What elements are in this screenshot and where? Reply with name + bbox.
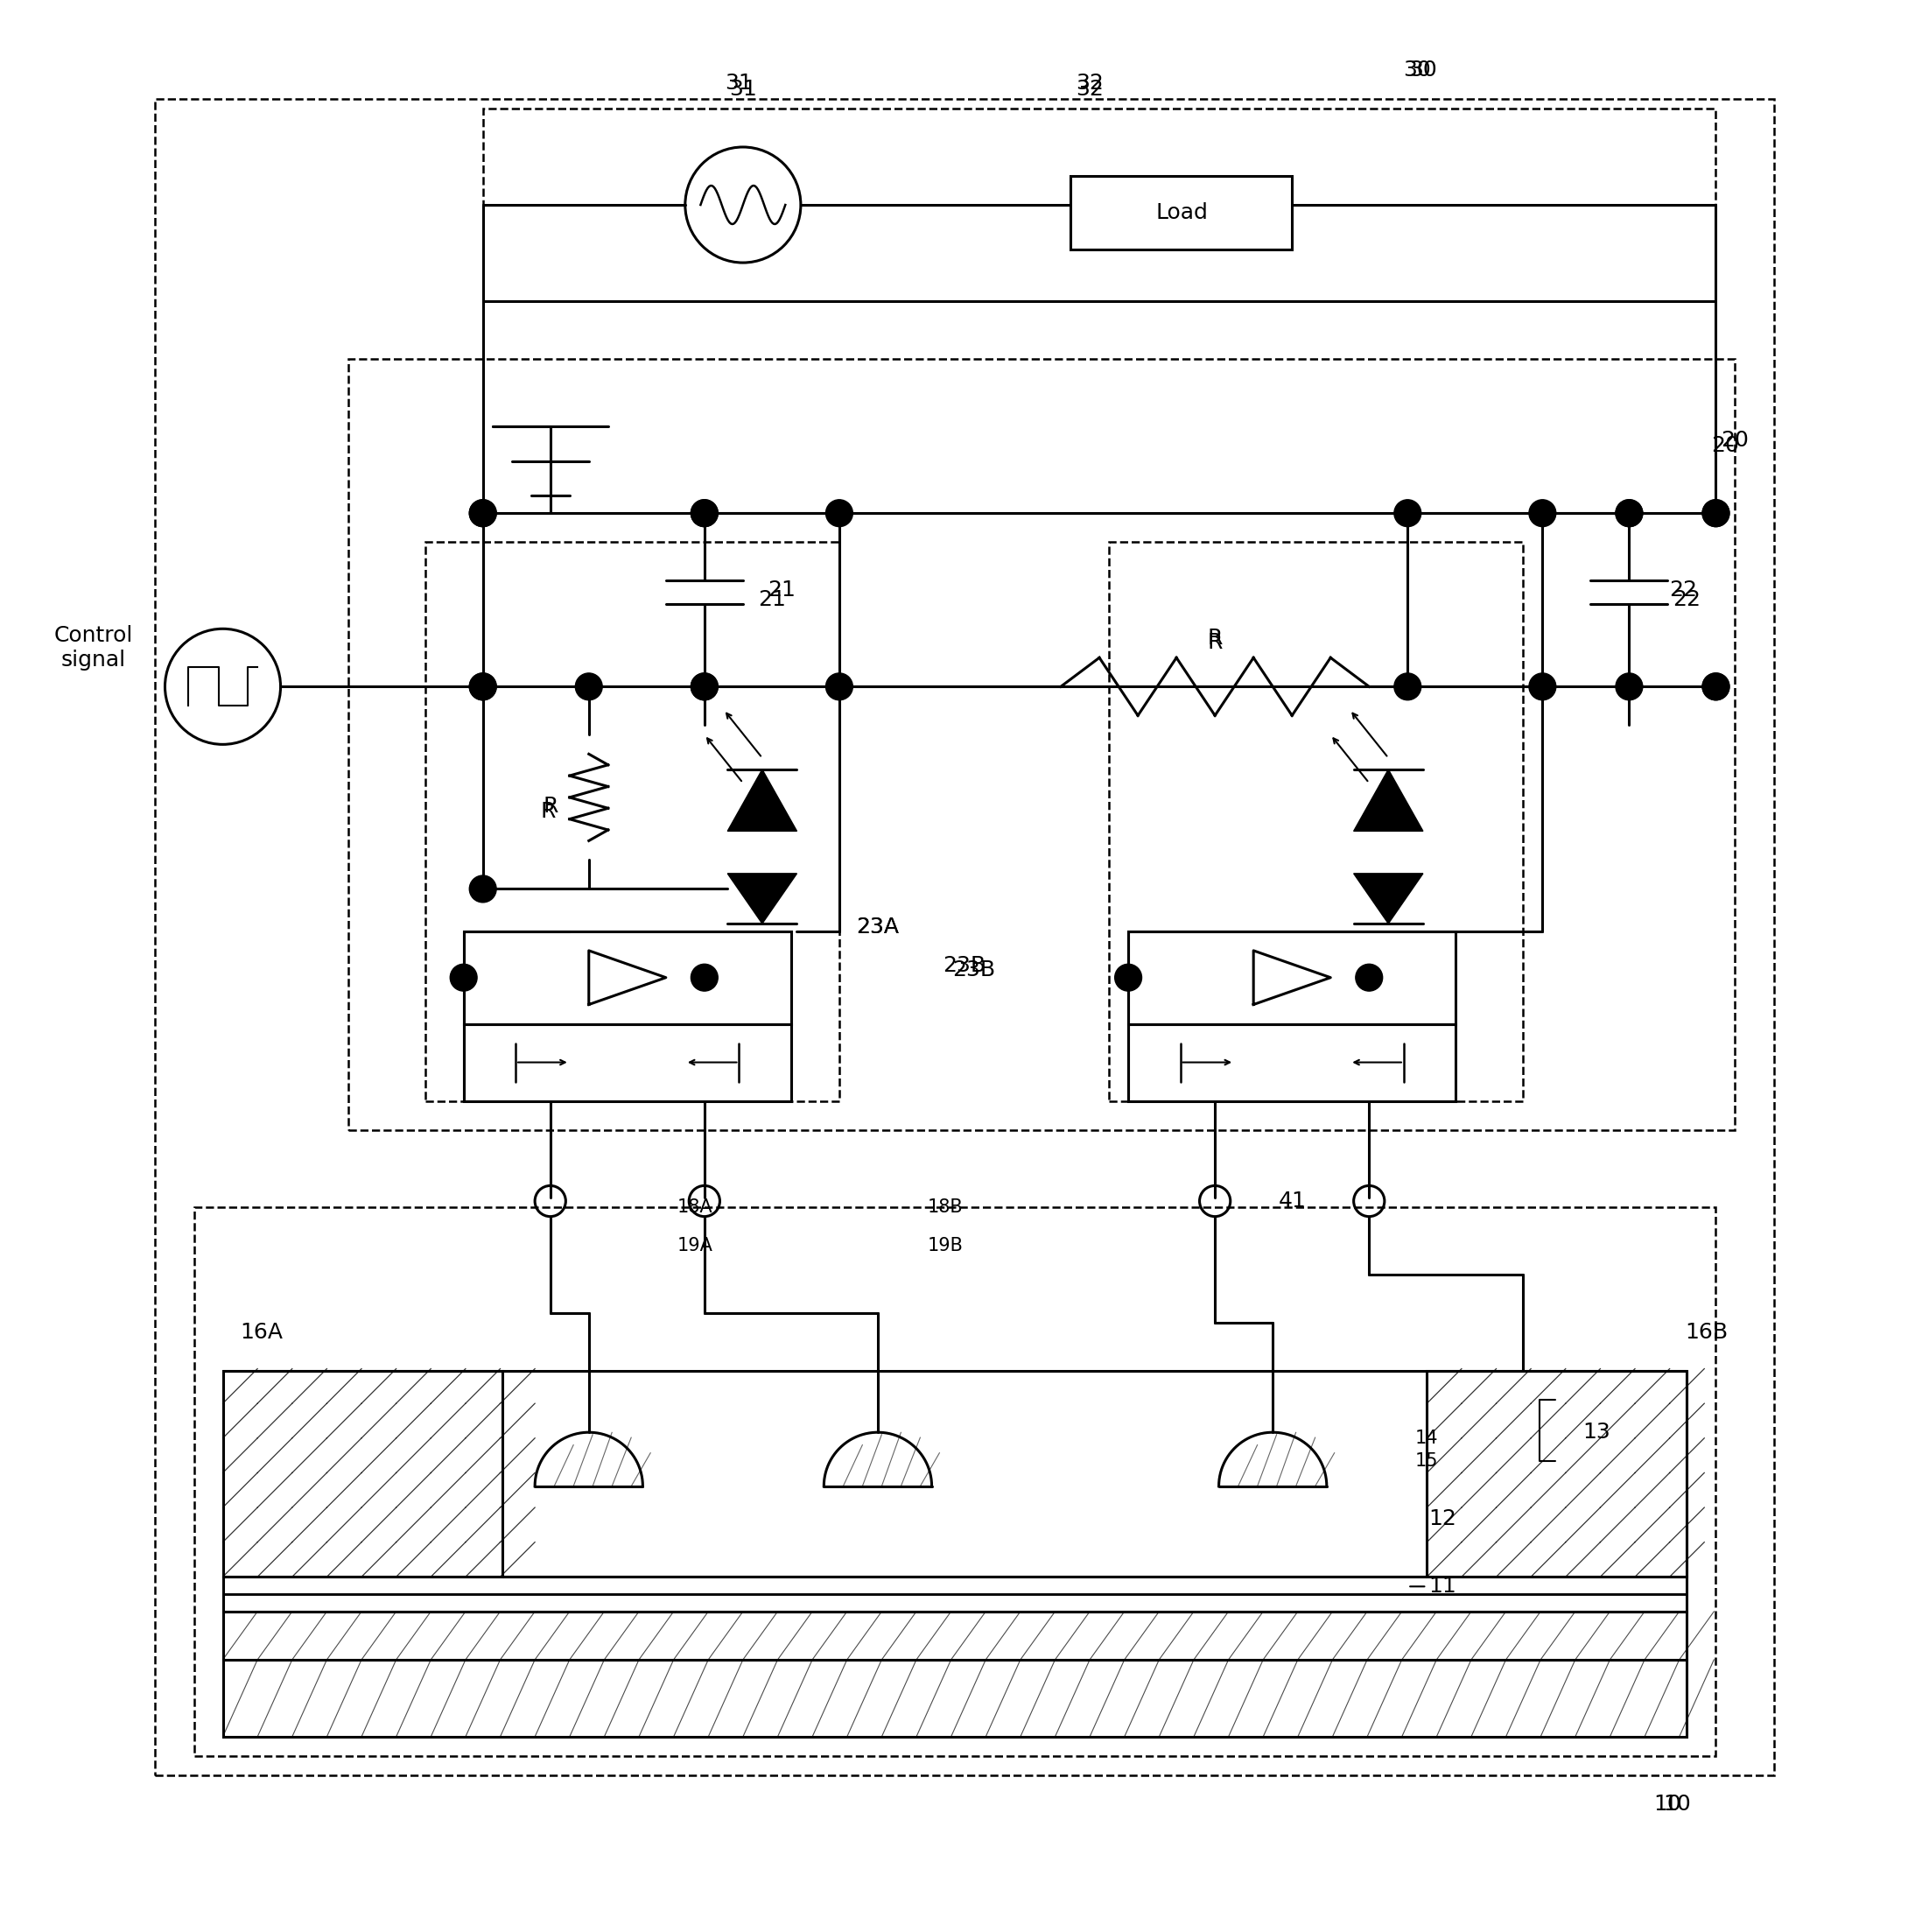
Polygon shape	[1354, 769, 1424, 831]
Text: 21: 21	[768, 580, 795, 601]
Circle shape	[691, 964, 718, 991]
Circle shape	[1617, 500, 1644, 527]
Text: R: R	[1208, 632, 1223, 653]
Text: Control
signal: Control signal	[54, 626, 133, 670]
Circle shape	[469, 875, 496, 902]
Text: 16A: 16A	[239, 1321, 284, 1343]
Text: 18A: 18A	[677, 1198, 712, 1215]
Text: 30: 30	[1404, 60, 1431, 81]
Bar	[222, 1577, 1688, 1611]
Text: Load: Load	[1155, 203, 1208, 222]
Polygon shape	[1354, 873, 1424, 923]
Text: 23A: 23A	[856, 918, 899, 937]
Text: 10: 10	[1663, 1793, 1692, 1814]
Text: 13: 13	[1582, 1422, 1611, 1443]
Text: 41: 41	[1279, 1190, 1306, 1211]
Circle shape	[1115, 964, 1142, 991]
Text: 19A: 19A	[677, 1236, 712, 1254]
Circle shape	[1703, 672, 1728, 699]
Text: 22: 22	[1669, 580, 1698, 601]
Bar	[222, 1594, 1688, 1611]
Circle shape	[826, 672, 853, 699]
Bar	[222, 1611, 1688, 1660]
Text: 21: 21	[758, 589, 785, 611]
Circle shape	[691, 500, 718, 527]
Text: R: R	[540, 802, 556, 823]
Circle shape	[469, 500, 496, 527]
Circle shape	[1617, 672, 1644, 699]
Circle shape	[469, 672, 496, 699]
Circle shape	[469, 500, 496, 527]
Circle shape	[1703, 672, 1728, 699]
Circle shape	[1703, 500, 1728, 527]
Circle shape	[449, 964, 476, 991]
Bar	[222, 1577, 1688, 1594]
Circle shape	[575, 672, 602, 699]
Text: 18B: 18B	[928, 1198, 963, 1215]
Text: 12: 12	[1427, 1509, 1456, 1530]
Text: 20: 20	[1711, 435, 1740, 456]
Text: 16B: 16B	[1684, 1321, 1728, 1343]
Text: 11: 11	[1427, 1577, 1456, 1598]
Text: 22: 22	[1672, 589, 1701, 611]
Text: 32: 32	[1076, 79, 1103, 100]
Circle shape	[1530, 500, 1557, 527]
Circle shape	[826, 500, 853, 527]
Bar	[222, 1370, 502, 1577]
Text: R: R	[1208, 628, 1223, 649]
Circle shape	[1530, 672, 1557, 699]
Text: 15: 15	[1416, 1453, 1439, 1470]
Polygon shape	[727, 873, 797, 923]
Text: 23B: 23B	[953, 960, 995, 980]
Circle shape	[1356, 964, 1383, 991]
Circle shape	[1395, 672, 1422, 699]
Circle shape	[691, 672, 718, 699]
Circle shape	[691, 500, 718, 527]
Circle shape	[691, 672, 718, 699]
Circle shape	[1395, 500, 1422, 527]
Text: 14: 14	[1416, 1430, 1439, 1447]
Text: 23A: 23A	[856, 918, 899, 937]
Text: 31: 31	[729, 79, 756, 100]
Circle shape	[1617, 500, 1644, 527]
Polygon shape	[727, 769, 797, 831]
Text: R: R	[542, 796, 557, 817]
Text: 32: 32	[1076, 73, 1103, 95]
Text: 30: 30	[1408, 60, 1437, 81]
Circle shape	[1703, 500, 1728, 527]
Text: 31: 31	[725, 73, 752, 95]
Text: 10: 10	[1653, 1793, 1682, 1814]
Bar	[222, 1660, 1688, 1737]
Text: 20: 20	[1721, 429, 1750, 450]
Text: 23B: 23B	[943, 956, 986, 976]
Text: 19B: 19B	[928, 1236, 963, 1254]
Bar	[1427, 1370, 1688, 1577]
Circle shape	[469, 672, 496, 699]
